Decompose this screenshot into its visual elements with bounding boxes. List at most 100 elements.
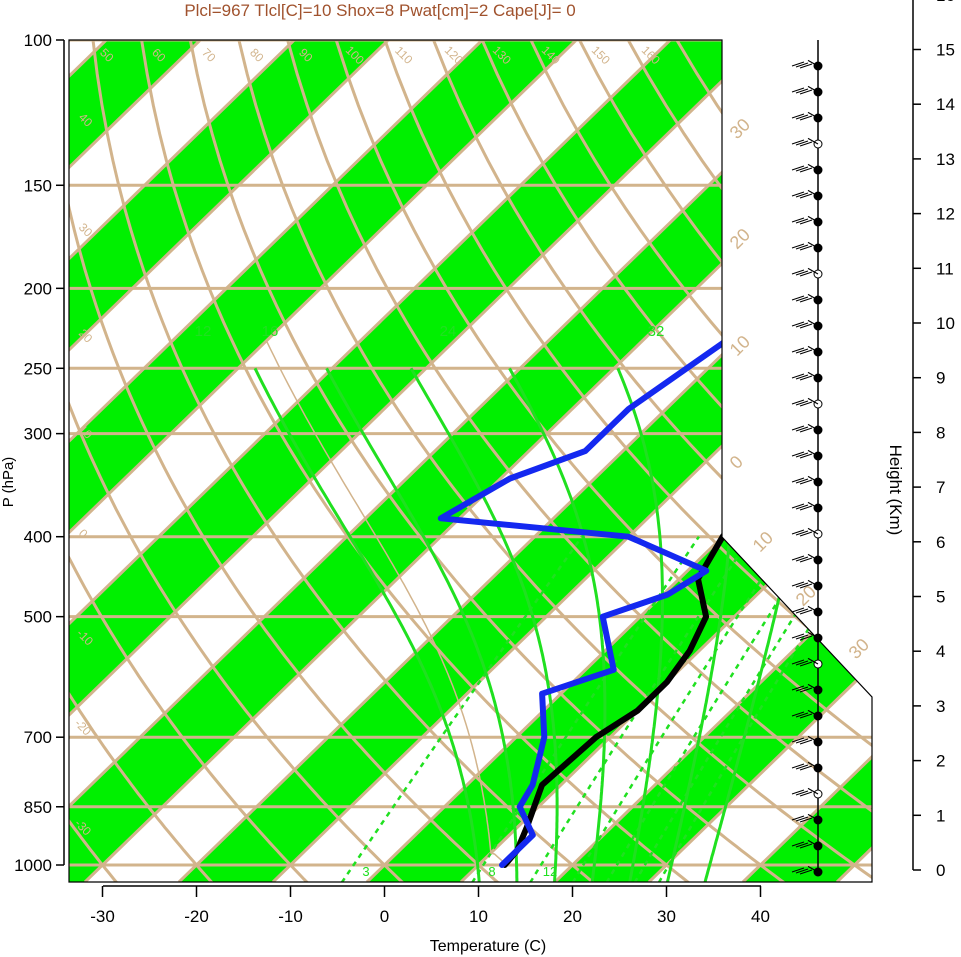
x-tick-label: -30 xyxy=(90,907,115,926)
wind-barb-staff xyxy=(807,683,819,691)
wind-barb-staff xyxy=(807,735,819,743)
wind-barb-feather xyxy=(791,529,805,535)
height-tick-label: 15 xyxy=(936,41,955,60)
wind-barb-feather xyxy=(791,113,805,119)
wind-barb-staff xyxy=(807,865,819,873)
dry-adiabats xyxy=(69,40,872,882)
wind-barb-feather xyxy=(799,401,813,407)
wind-barb-feather xyxy=(791,373,805,379)
x-tick-label: 10 xyxy=(469,907,488,926)
wind-barb-feather xyxy=(791,763,805,769)
wind-barb-feather xyxy=(791,789,805,795)
y-tick-label: 850 xyxy=(24,798,52,817)
height-tick-label: 5 xyxy=(936,588,945,607)
height-tick-label: 16 xyxy=(936,0,955,5)
wind-barb-feather xyxy=(795,322,809,328)
wind-barb-feather xyxy=(799,323,813,329)
mixing-ratio-line xyxy=(471,535,700,882)
wind-barb-feather xyxy=(799,193,813,199)
wind-barb-feather xyxy=(799,271,813,277)
parcel-path xyxy=(266,341,508,866)
y-tick-label: 150 xyxy=(24,176,52,195)
wind-barb-staff xyxy=(807,345,819,353)
wind-barb-feather xyxy=(791,867,805,873)
wind-barb-feather xyxy=(791,581,805,587)
wind-barb-feather xyxy=(795,88,809,94)
wind-barb-feather xyxy=(795,582,809,588)
wind-barb-feather xyxy=(799,531,813,537)
wind-barb-feather xyxy=(799,843,813,849)
x-tick-label: 40 xyxy=(751,907,770,926)
wind-barb-feather xyxy=(799,635,813,641)
wind-barb-staff xyxy=(807,137,819,145)
wind-barb-feather xyxy=(795,868,809,874)
wind-barb-feather xyxy=(791,607,805,613)
wind-barb-feather xyxy=(795,790,809,796)
wind-barb-feather xyxy=(799,453,813,459)
wind-barb-staff xyxy=(807,449,819,457)
wind-barb-feather xyxy=(799,297,813,303)
dry-adiabat-line xyxy=(286,40,872,882)
wind-barb-staff xyxy=(807,553,819,561)
moist-adiabat-line xyxy=(253,367,481,882)
height-tick-label: 0 xyxy=(936,861,945,880)
wind-barb-feather xyxy=(791,815,805,821)
wind-barb-feather xyxy=(795,530,809,536)
wind-barb-staff xyxy=(807,267,819,275)
wind-barb-feather xyxy=(791,165,805,171)
height-tick-label: 4 xyxy=(936,642,945,661)
wind-barb-staff xyxy=(807,111,819,119)
isotherm-line xyxy=(69,40,672,882)
wind-barb-staff xyxy=(807,397,819,405)
x-axis: -30 -20 -10 0 10 20 30 40 xyxy=(90,885,770,926)
wind-barb-feather xyxy=(799,791,813,797)
wind-barb-feather xyxy=(799,427,813,433)
moist-adiabat-label: 12 xyxy=(195,323,212,340)
moist-adiabat-label: 24 xyxy=(440,323,457,340)
dry-adiabat-line xyxy=(432,40,872,882)
wind-barb-staff xyxy=(807,761,819,769)
isotherm-line xyxy=(69,40,860,882)
wind-barb-feather xyxy=(791,555,805,561)
wind-barb-staff xyxy=(807,371,819,379)
height-tick-label: 12 xyxy=(936,205,955,224)
dry-adiabat-line xyxy=(188,40,785,882)
x-tick-label: 20 xyxy=(563,907,582,926)
height-tick-label: 13 xyxy=(936,150,955,169)
wind-barb-feather xyxy=(795,270,809,276)
parcel-line xyxy=(266,341,508,866)
wind-barb-feather xyxy=(795,218,809,224)
wind-barb-feather xyxy=(795,296,809,302)
mixing-ratio-label: 3 xyxy=(362,864,369,879)
dry-adiabat-line xyxy=(69,40,404,882)
wind-barb-feather xyxy=(799,869,813,875)
isotherm-line xyxy=(69,40,578,882)
temperature-band xyxy=(69,40,577,882)
wind-barb-feather xyxy=(795,400,809,406)
dry-adiabat-line xyxy=(69,40,309,882)
height-tick-label: 14 xyxy=(936,95,955,114)
wind-barb-feather xyxy=(791,425,805,431)
wind-barb-feather xyxy=(791,87,805,93)
wind-barb-feather xyxy=(795,478,809,484)
isotherm-line xyxy=(69,40,390,882)
wind-barb-feather xyxy=(791,451,805,457)
wind-barb-feather xyxy=(791,191,805,197)
wind-barb-feather xyxy=(791,217,805,223)
y-tick-label: 100 xyxy=(24,31,52,50)
wind-barb-feather xyxy=(799,479,813,485)
plot-border xyxy=(68,39,873,883)
wind-barb-feather xyxy=(799,583,813,589)
height-tick-label: 1 xyxy=(936,806,945,825)
wind-barb-feather xyxy=(799,245,813,251)
dry-adiabat-line xyxy=(480,40,872,882)
wind-barb-feather xyxy=(799,765,813,771)
wind-barb-staff xyxy=(807,839,819,847)
x-tick-label: 30 xyxy=(657,907,676,926)
chart-title: Plcl=967 Tlcl[C]=10 Shox=8 Pwat[cm]=2 Ca… xyxy=(184,1,575,20)
wind-barb-feather xyxy=(791,711,805,717)
wind-barb-feather xyxy=(791,633,805,639)
mixing-ratio-label: 12 xyxy=(543,864,557,879)
wind-barb-feather xyxy=(795,452,809,458)
